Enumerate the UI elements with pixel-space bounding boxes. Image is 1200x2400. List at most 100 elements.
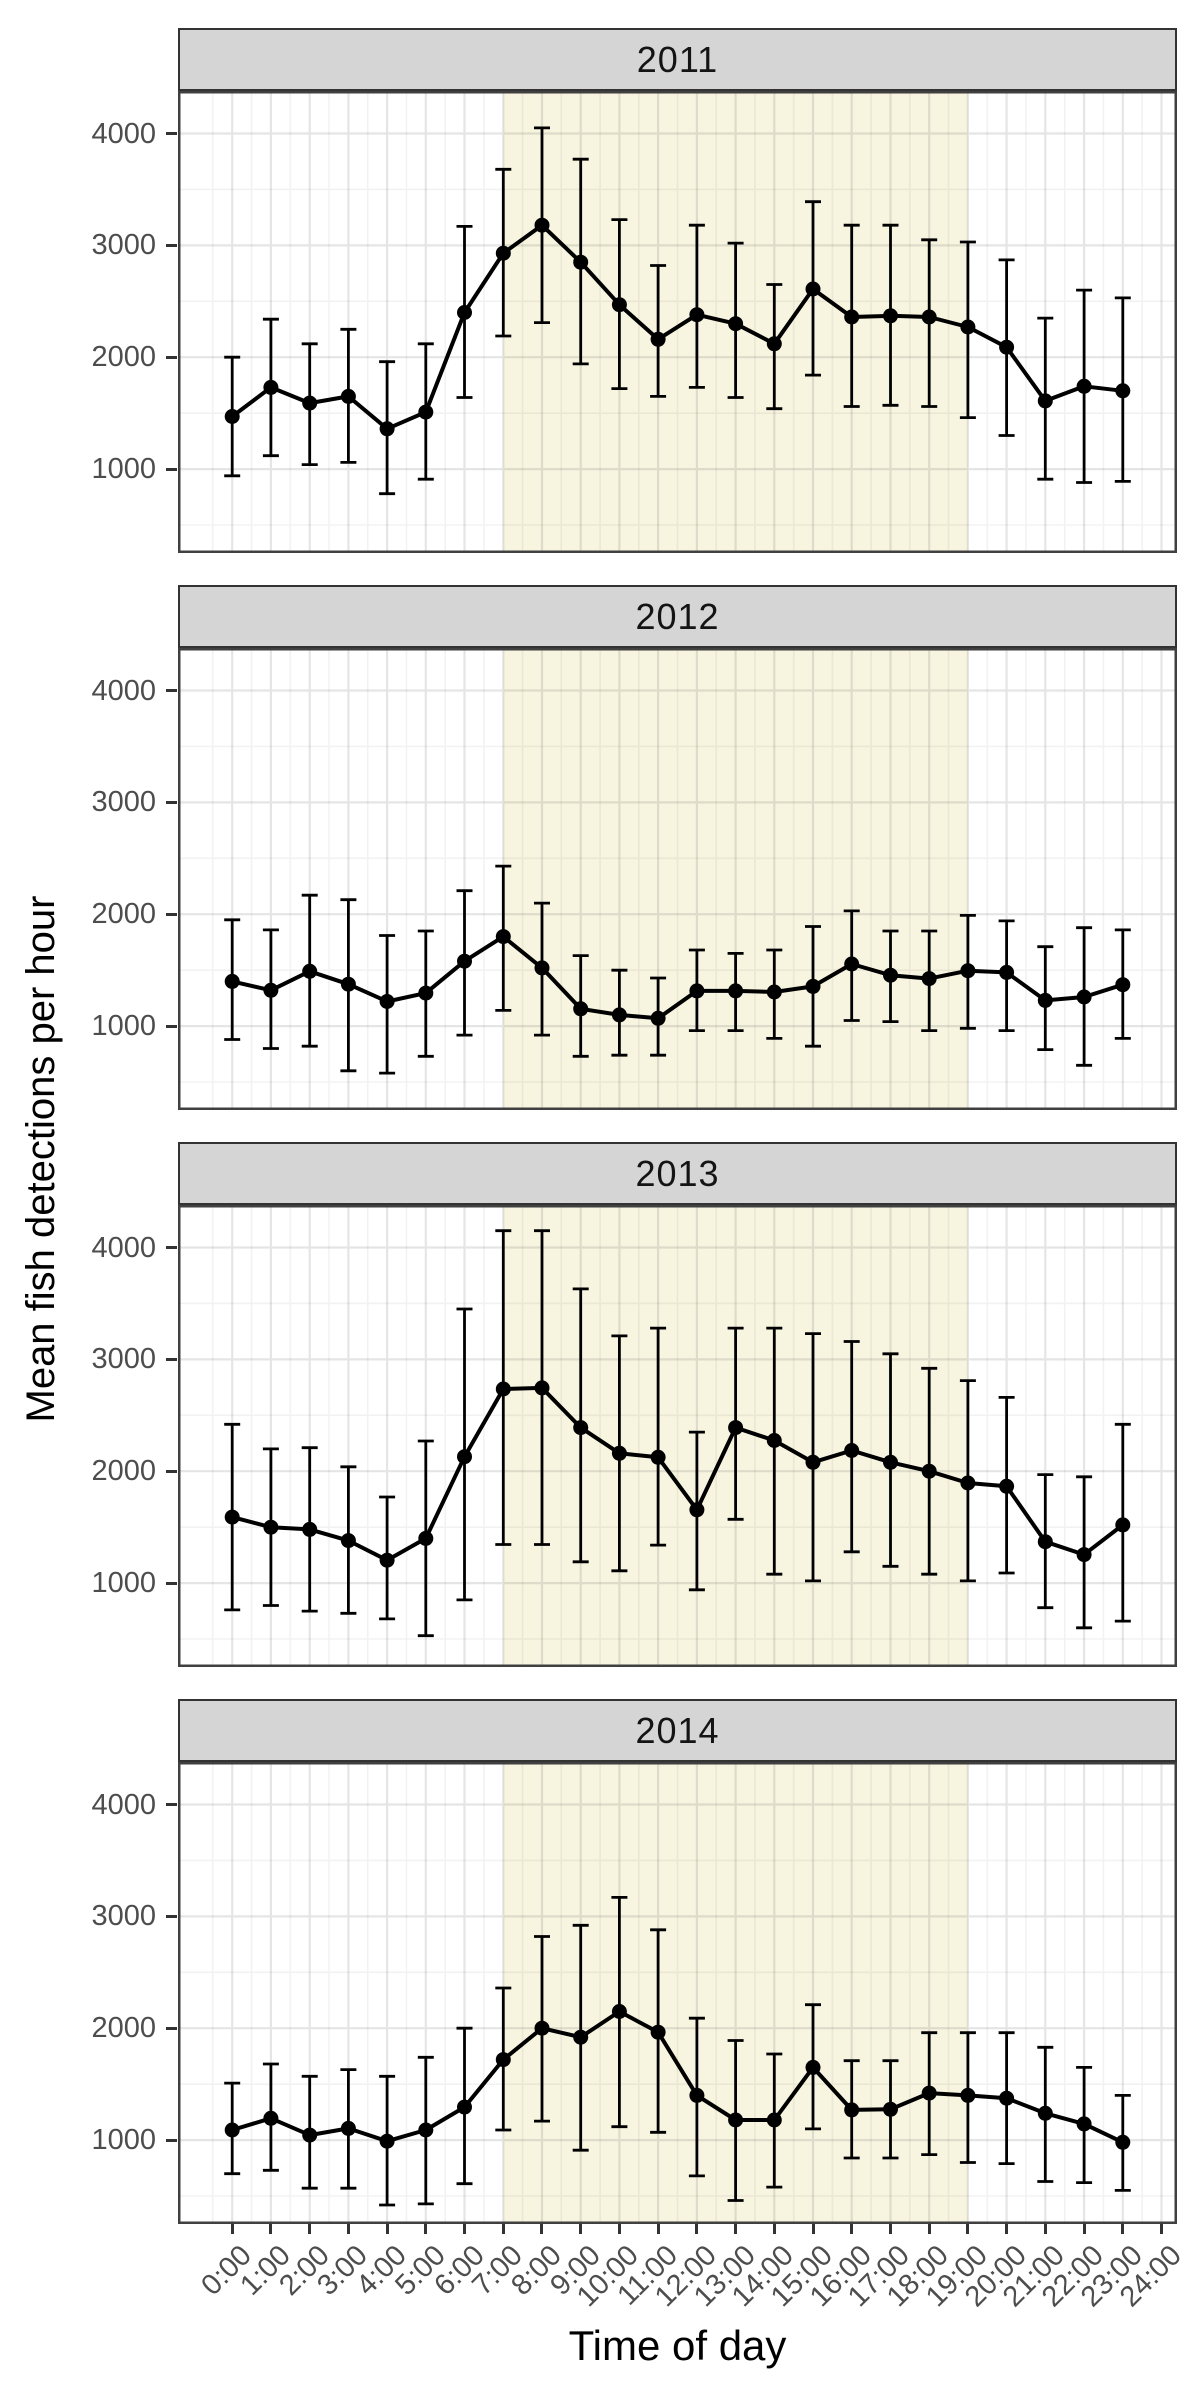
y-tick-mark xyxy=(166,468,177,471)
data-point xyxy=(611,1007,627,1023)
x-tick-mark xyxy=(1005,2224,1008,2234)
data-point xyxy=(1076,1547,1092,1563)
data-point xyxy=(805,281,821,297)
data-point xyxy=(457,2099,472,2115)
data-point xyxy=(611,2004,627,2019)
data-point xyxy=(495,2052,511,2068)
data-point xyxy=(960,1475,976,1491)
x-tick-mark xyxy=(579,2224,582,2234)
data-point xyxy=(457,953,472,969)
y-tick-mark xyxy=(166,1246,177,1249)
facet-strip-label: 2013 xyxy=(635,1152,720,1194)
data-point xyxy=(689,983,705,999)
y-tick-mark xyxy=(166,1358,177,1361)
data-point xyxy=(611,297,627,313)
y-tick-label: 1000 xyxy=(91,1010,156,1042)
data-point xyxy=(1115,383,1131,399)
data-point xyxy=(728,983,744,999)
panel-border xyxy=(178,1205,1177,1667)
data-point xyxy=(921,2085,937,2101)
facet-panel-2014 xyxy=(178,1762,1177,2224)
x-tick-mark xyxy=(502,2224,505,2234)
facet-strip-2014: 2014 xyxy=(178,1699,1177,1762)
x-tick-mark xyxy=(812,2224,815,2234)
data-point xyxy=(379,2133,395,2149)
x-tick-mark xyxy=(1044,2224,1047,2234)
y-tick-mark xyxy=(166,2139,177,2142)
y-tick-mark xyxy=(166,356,177,359)
x-tick-mark xyxy=(1121,2224,1124,2234)
x-tick-mark xyxy=(889,2224,892,2234)
data-point xyxy=(960,319,976,335)
data-point xyxy=(766,2112,782,2128)
x-tick-mark xyxy=(773,2224,776,2234)
panel-border xyxy=(178,648,1177,1110)
data-point xyxy=(728,1420,744,1436)
data-point xyxy=(534,217,550,233)
facet-panel-2012 xyxy=(178,648,1177,1110)
data-point xyxy=(340,2120,356,2136)
x-tick-mark xyxy=(850,2224,853,2234)
data-point xyxy=(457,1449,472,1465)
data-point xyxy=(805,978,821,994)
y-tick-label: 4000 xyxy=(91,675,156,707)
data-point xyxy=(263,379,279,395)
data-point xyxy=(689,2087,705,2103)
data-point xyxy=(1076,989,1092,1005)
data-point xyxy=(302,1521,318,1537)
data-point xyxy=(302,395,318,411)
y-tick-mark xyxy=(166,1915,177,1918)
data-point xyxy=(534,2020,550,2036)
y-tick-label: 4000 xyxy=(91,1789,156,1821)
data-point xyxy=(689,1502,705,1518)
x-tick-mark xyxy=(1083,2224,1086,2234)
data-point xyxy=(495,1381,511,1397)
data-point xyxy=(921,1463,937,1479)
data-point xyxy=(573,2029,589,2045)
y-tick-mark xyxy=(166,1470,177,1473)
y-tick-label: 2000 xyxy=(91,2012,156,2044)
data-point xyxy=(573,1001,589,1017)
data-point xyxy=(1076,378,1092,394)
data-point xyxy=(883,2101,898,2117)
y-tick-mark xyxy=(166,1582,177,1585)
data-point xyxy=(999,964,1015,980)
facet-strip-label: 2011 xyxy=(636,38,719,80)
data-point xyxy=(844,1443,860,1458)
data-point xyxy=(379,421,395,437)
panel-border xyxy=(178,91,1177,553)
x-tick-mark xyxy=(695,2224,698,2234)
data-point xyxy=(379,994,395,1009)
data-point xyxy=(805,2059,821,2075)
data-point xyxy=(921,971,937,987)
grid-minor xyxy=(178,91,1177,553)
y-tick-label: 1000 xyxy=(91,2124,156,2156)
data-point xyxy=(418,985,434,1001)
y-tick-label: 3000 xyxy=(91,1343,156,1375)
y-tick-label: 1000 xyxy=(91,1567,156,1599)
data-point xyxy=(534,1380,550,1396)
data-point xyxy=(728,316,744,332)
panel-border xyxy=(178,1762,1177,2224)
data-point xyxy=(340,976,356,992)
data-point xyxy=(457,305,472,320)
data-point xyxy=(689,307,705,323)
data-point xyxy=(766,1433,782,1448)
grid-major xyxy=(178,648,1177,1110)
data-point xyxy=(302,2127,318,2143)
grid-minor xyxy=(178,1762,1177,2224)
data-point xyxy=(650,331,666,347)
data-point xyxy=(418,404,434,420)
data-point xyxy=(340,1533,356,1549)
y-tick-label: 3000 xyxy=(91,786,156,818)
data-point xyxy=(534,960,550,976)
grid-minor xyxy=(178,1205,1177,1667)
data-point xyxy=(1037,393,1053,409)
data-point xyxy=(1115,2134,1131,2150)
facet-strip-2012: 2012 xyxy=(178,585,1177,648)
facet-panel-2013 xyxy=(178,1205,1177,1667)
data-point xyxy=(883,1454,898,1470)
data-point xyxy=(302,963,318,979)
y-tick-mark xyxy=(166,689,177,692)
data-point xyxy=(573,1420,589,1436)
